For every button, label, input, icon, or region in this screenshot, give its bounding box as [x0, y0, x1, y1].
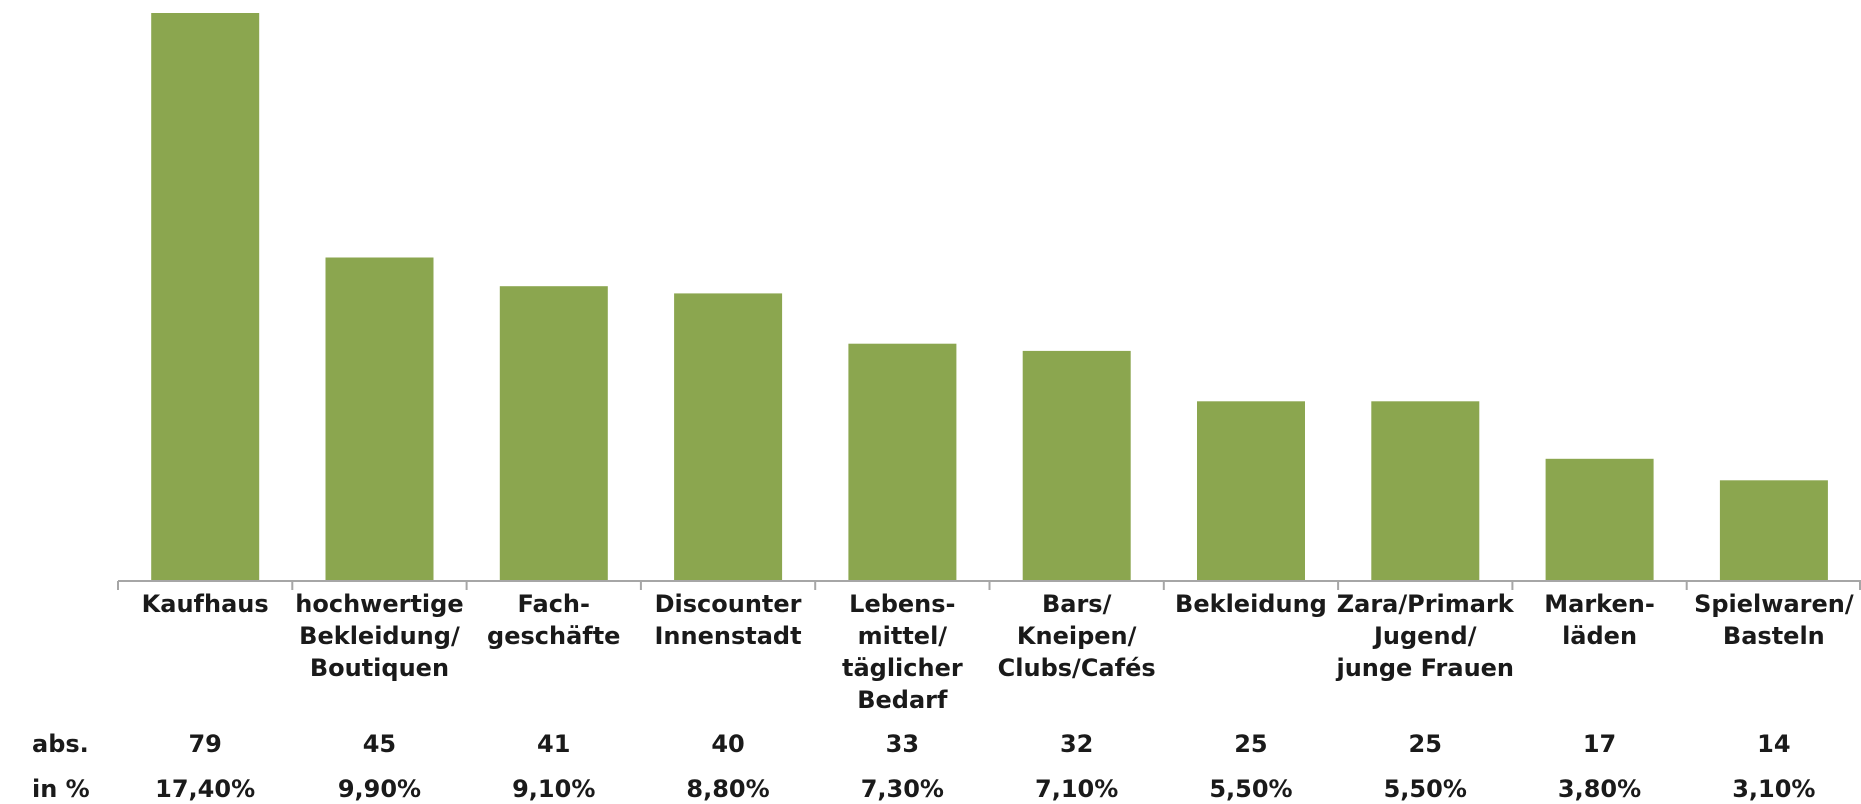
abs-value: 25: [1409, 730, 1442, 758]
bar-1: [325, 257, 434, 581]
abs-value: 25: [1234, 730, 1267, 758]
category-label-line: Zara/Primark: [1337, 590, 1515, 618]
bars-group: [151, 13, 1828, 581]
category-label-line: Innenstadt: [655, 622, 802, 650]
bar-0: [151, 13, 260, 581]
abs-value: 33: [886, 730, 919, 758]
category-label-line: Discounter: [655, 590, 802, 618]
category-label-line: Bedarf: [857, 686, 948, 714]
percent-value: 3,10%: [1732, 775, 1815, 803]
bar-5: [1022, 350, 1131, 581]
percent-value: 17,40%: [155, 775, 255, 803]
percent-value: 7,10%: [1035, 775, 1118, 803]
category-label: Kaufhaus: [142, 590, 269, 618]
category-label-line: geschäfte: [487, 622, 620, 650]
category-label: Marken-läden: [1544, 590, 1655, 650]
category-label: Lebens-mittel/täglicher Bedarf: [842, 590, 963, 714]
percent-value: 9,90%: [338, 775, 421, 803]
category-label-line: Jugend/: [1372, 622, 1477, 650]
data-table-rows: abs. 79 45 41 40 33 32 25 25 17 14 in % 17,40% 9,90% 9…: [32, 730, 1815, 803]
category-labels: Kaufhaus hochwertige Bekleidung/Boutiquen F…: [142, 590, 1854, 714]
category-label-line: junge Frauen: [1335, 654, 1514, 682]
bar-3: [674, 293, 783, 581]
category-label-line: Fach-: [518, 590, 590, 618]
category-label: Discounter Innenstadt: [655, 590, 802, 650]
percent-value: 7,30%: [861, 775, 944, 803]
bar-6: [1197, 401, 1305, 581]
abs-value: 40: [711, 730, 744, 758]
category-label-line: Marken-: [1544, 590, 1655, 618]
category-label: Fach-geschäfte: [487, 590, 620, 650]
x-axis: [117, 580, 1861, 590]
percent-value: 3,80%: [1558, 775, 1641, 803]
bar-9: [1719, 480, 1828, 581]
category-label-line: mittel/: [858, 622, 948, 650]
bar-2: [499, 286, 608, 581]
abs-value: 32: [1060, 730, 1093, 758]
category-label-line: hochwertige: [295, 590, 463, 618]
percent-value: 5,50%: [1209, 775, 1292, 803]
bar-8: [1545, 458, 1654, 581]
category-label: Bars/Kneipen/Clubs/Cafés: [998, 590, 1156, 682]
abs-value: 14: [1757, 730, 1790, 758]
category-label: hochwertige Bekleidung/Boutiquen: [295, 590, 463, 682]
category-label-line: Kneipen/: [1017, 622, 1137, 650]
percent-value: 9,10%: [512, 775, 595, 803]
category-label-line: Kaufhaus: [142, 590, 269, 618]
bar-4: [848, 343, 957, 581]
category-label-line: läden: [1562, 622, 1637, 650]
category-label-line: täglicher: [842, 654, 963, 682]
abs-value: 17: [1583, 730, 1616, 758]
category-label-line: Lebens-: [849, 590, 955, 618]
row-label: abs.: [32, 730, 89, 758]
bar-7: [1371, 401, 1480, 581]
category-label-line: Bars/: [1042, 590, 1112, 618]
abs-value: 45: [363, 730, 396, 758]
category-label-line: Spielwaren/: [1694, 590, 1854, 618]
category-label-line: Bekleidung: [1175, 590, 1327, 618]
percent-value: 8,80%: [686, 775, 769, 803]
category-label: Bekleidung: [1175, 590, 1327, 618]
abs-value: 41: [537, 730, 570, 758]
category-label: Zara/Primark Jugend/junge Frauen: [1335, 590, 1514, 682]
percent-value: 5,50%: [1384, 775, 1467, 803]
category-label-line: Boutiquen: [310, 654, 449, 682]
category-label-line: Clubs/Cafés: [998, 654, 1156, 682]
abs-value: 79: [188, 730, 221, 758]
category-label-line: Basteln: [1723, 622, 1825, 650]
category-label: Spielwaren/Basteln: [1694, 590, 1854, 650]
category-label-line: Bekleidung/: [299, 622, 460, 650]
row-label: in %: [32, 775, 90, 803]
